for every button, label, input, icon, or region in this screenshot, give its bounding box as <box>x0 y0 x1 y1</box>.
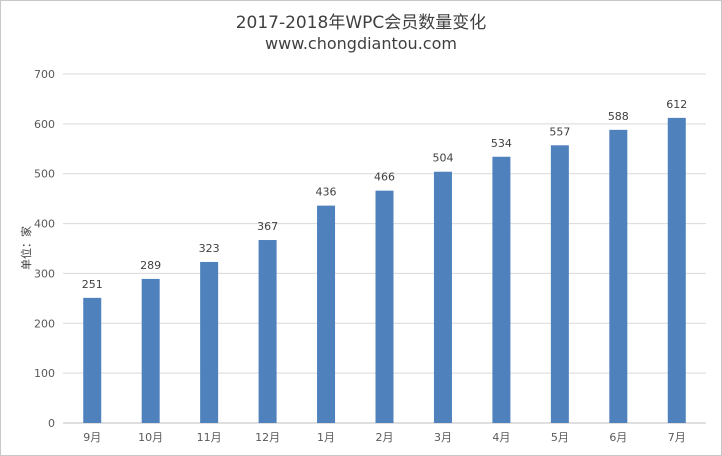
chart-subtitle: www.chongdiantou.com <box>265 34 457 53</box>
bar <box>609 129 628 423</box>
data-label: 466 <box>374 171 395 184</box>
data-label: 557 <box>549 125 570 138</box>
bars <box>83 117 686 424</box>
x-tick-label: 6月 <box>609 431 627 444</box>
y-tick-label: 400 <box>34 218 55 231</box>
bar <box>200 261 219 423</box>
y-tick-label: 700 <box>34 68 55 81</box>
bar <box>492 156 511 423</box>
data-label: 436 <box>316 186 337 199</box>
data-label: 251 <box>82 278 103 291</box>
y-tick-label: 600 <box>34 118 55 131</box>
x-tick-label: 3月 <box>434 431 452 444</box>
y-axis-title: 单位：家 <box>19 226 33 270</box>
bar <box>317 205 336 423</box>
data-label: 534 <box>491 137 512 150</box>
bar <box>375 190 394 423</box>
x-tick-label: 4月 <box>492 431 510 444</box>
bar <box>141 278 160 423</box>
x-tick-label: 12月 <box>255 431 280 444</box>
y-tick-label: 300 <box>34 267 55 280</box>
bar <box>258 240 277 423</box>
x-axis-ticks: 9月 10月 11月 12月 1月 2月 3月 4月 5月 6月 7月 <box>83 431 686 444</box>
bar <box>433 171 452 423</box>
y-axis-ticks: 0 100 200 300 400 500 600 700 <box>34 68 55 430</box>
x-tick-label: 11月 <box>197 431 222 444</box>
data-label: 289 <box>140 259 161 272</box>
y-tick-label: 500 <box>34 168 55 181</box>
y-tick-label: 100 <box>34 367 55 380</box>
chart-title: 2017-2018年WPC会员数量变化 <box>235 13 487 33</box>
x-tick-label: 7月 <box>668 431 686 444</box>
bar <box>83 297 102 423</box>
data-labels: 251 289 323 367 436 466 504 534 557 588 612 <box>82 98 688 291</box>
bar <box>550 145 569 423</box>
bar <box>667 117 686 424</box>
x-tick-label: 1月 <box>317 431 335 444</box>
x-tick-label: 5月 <box>551 431 569 444</box>
y-tick-label: 0 <box>48 417 55 430</box>
data-label: 612 <box>666 98 687 111</box>
data-label: 588 <box>608 110 629 123</box>
x-tick-label: 9月 <box>83 431 101 444</box>
data-label: 323 <box>199 242 220 255</box>
x-tick-label: 2月 <box>376 431 394 444</box>
y-tick-label: 200 <box>34 317 55 330</box>
data-label: 367 <box>257 220 278 233</box>
x-tick-label: 10月 <box>138 431 163 444</box>
data-label: 504 <box>432 152 453 165</box>
